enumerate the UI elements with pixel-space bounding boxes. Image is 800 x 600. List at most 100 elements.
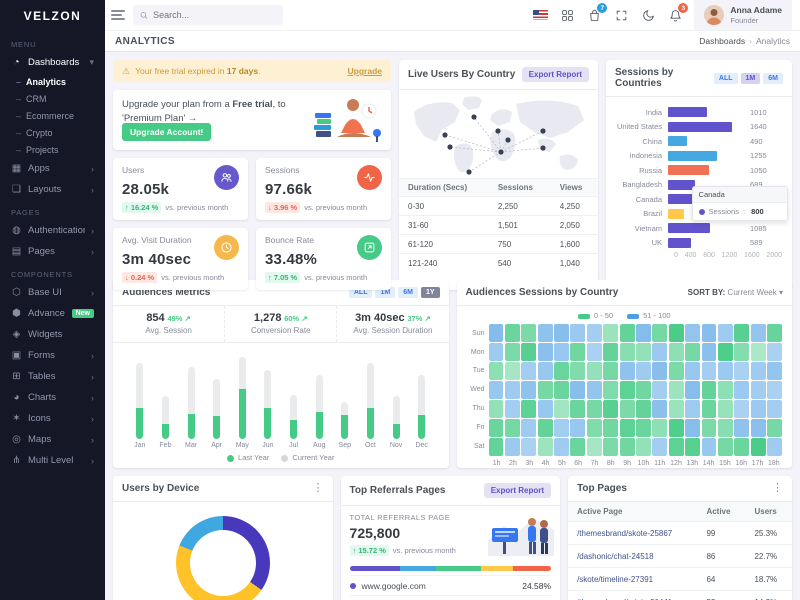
- heatmap-cell[interactable]: [619, 343, 635, 361]
- column-jul[interactable]: [281, 353, 307, 439]
- heatmap-cell[interactable]: [554, 400, 569, 418]
- heatmap-cell[interactable]: [488, 343, 504, 361]
- heatmap-cell[interactable]: [603, 400, 619, 418]
- sidebar-item-widgets[interactable]: ◈ Widgets: [0, 324, 105, 345]
- heatmap-cell[interactable]: [537, 438, 553, 456]
- sidebar-subitem-crm[interactable]: – CRM: [16, 93, 47, 104]
- heatmap-cell[interactable]: [554, 343, 569, 361]
- heatmap-cell[interactable]: [701, 343, 717, 361]
- heatmap-cell[interactable]: [767, 381, 782, 399]
- heatmap-cell[interactable]: [701, 324, 717, 342]
- heatmap-cell[interactable]: [750, 381, 766, 399]
- heatmap-cell[interactable]: [586, 381, 602, 399]
- heatmap-cell[interactable]: [521, 419, 537, 437]
- kebab-menu-icon[interactable]: ⋮: [772, 482, 783, 494]
- heatmap-cell[interactable]: [586, 362, 602, 380]
- heatmap-cell[interactable]: [504, 381, 520, 399]
- sidebar-subitem-analytics[interactable]: – Analytics: [16, 76, 67, 87]
- heatmap-cell[interactable]: [636, 324, 651, 342]
- sort-by-dropdown[interactable]: SORT BY: Current Week ▾: [687, 288, 783, 297]
- heatmap-cell[interactable]: [586, 324, 602, 342]
- heatmap-cell[interactable]: [685, 362, 701, 380]
- heatmap-cell[interactable]: [668, 438, 684, 456]
- heatmap-cell[interactable]: [504, 324, 520, 342]
- heatmap-cell[interactable]: [504, 419, 520, 437]
- heatmap-cell[interactable]: [717, 362, 733, 380]
- heatmap-cell[interactable]: [701, 400, 717, 418]
- upgrade-account-button[interactable]: Upgrade Account!: [122, 123, 212, 141]
- heatmap-cell[interactable]: [734, 362, 750, 380]
- page-link[interactable]: /themesbrand/skote-25867: [568, 521, 698, 545]
- heatmap-cell[interactable]: [701, 438, 717, 456]
- column-jun[interactable]: [255, 353, 281, 439]
- range-button-1m[interactable]: 1M: [375, 287, 396, 298]
- referral-row[interactable]: www.google.com 24.58%: [349, 575, 552, 595]
- heatmap-cell[interactable]: [717, 324, 733, 342]
- sidebar-item-authentication[interactable]: ◍ Authentication ›: [0, 220, 105, 241]
- column-dec[interactable]: [409, 353, 435, 439]
- heatmap-cell[interactable]: [701, 381, 717, 399]
- heatmap-cell[interactable]: [717, 343, 733, 361]
- sidebar-item-forms[interactable]: ▣ Forms ›: [0, 345, 105, 366]
- heatmap-cell[interactable]: [636, 381, 651, 399]
- heatmap-cell[interactable]: [504, 362, 520, 380]
- referral-row[interactable]: www.youtube.com17.51%: [349, 595, 552, 600]
- heatmap-cell[interactable]: [652, 400, 668, 418]
- heatmap-cell[interactable]: [570, 438, 586, 456]
- column-mar[interactable]: [178, 353, 204, 439]
- heatmap-cell[interactable]: [717, 419, 733, 437]
- heatmap-cell[interactable]: [701, 362, 717, 380]
- bar[interactable]: [668, 208, 685, 219]
- heatmap-cell[interactable]: [668, 381, 684, 399]
- sidebar-item-apps[interactable]: ▦ Apps ›: [0, 158, 105, 179]
- sidebar-subitem-crypto[interactable]: – Crypto: [16, 127, 53, 138]
- heatmap-cell[interactable]: [717, 438, 733, 456]
- heatmap-cell[interactable]: [586, 419, 602, 437]
- range-button-1y[interactable]: 1Y: [420, 287, 440, 298]
- heatmap-cell[interactable]: [636, 362, 651, 380]
- bar[interactable]: [668, 165, 709, 176]
- heatmap-cell[interactable]: [603, 438, 619, 456]
- sidebar-item-charts[interactable]: ◕ Charts ›: [0, 387, 105, 408]
- column-feb[interactable]: [153, 353, 179, 439]
- heatmap-cell[interactable]: [619, 381, 635, 399]
- heatmap-cell[interactable]: [521, 324, 537, 342]
- bar[interactable]: [668, 136, 688, 147]
- page-link[interactable]: /themesbrand/minia-26441: [568, 590, 698, 600]
- heatmap-cell[interactable]: [619, 419, 635, 437]
- heatmap-cell[interactable]: [488, 438, 504, 456]
- heatmap-cell[interactable]: [554, 381, 569, 399]
- heatmap-cell[interactable]: [521, 362, 537, 380]
- heatmap-cell[interactable]: [488, 381, 504, 399]
- heatmap-cell[interactable]: [636, 343, 651, 361]
- column-jan[interactable]: [127, 353, 153, 439]
- heatmap-cell[interactable]: [717, 381, 733, 399]
- heatmap-cell[interactable]: [570, 343, 586, 361]
- page-link[interactable]: /skote/timeline-27391: [568, 567, 698, 591]
- heatmap-cell[interactable]: [537, 419, 553, 437]
- heatmap-cell[interactable]: [488, 400, 504, 418]
- heatmap-cell[interactable]: [734, 343, 750, 361]
- heatmap-cell[interactable]: [603, 324, 619, 342]
- heatmap-cell[interactable]: [636, 400, 651, 418]
- heatmap-cell[interactable]: [750, 419, 766, 437]
- sidebar-item-icons[interactable]: ✶ Icons ›: [0, 408, 105, 429]
- brand-logo[interactable]: VELZON: [23, 9, 82, 23]
- heatmap-cell[interactable]: [504, 400, 520, 418]
- heatmap-cell[interactable]: [537, 343, 553, 361]
- range-button-6m[interactable]: 6M: [763, 72, 783, 84]
- heatmap-cell[interactable]: [734, 400, 750, 418]
- heatmap-cell[interactable]: [521, 343, 537, 361]
- heatmap-cell[interactable]: [652, 438, 668, 456]
- range-button-1m[interactable]: 1M: [740, 72, 761, 84]
- heatmap-cell[interactable]: [570, 324, 586, 342]
- bar[interactable]: [668, 121, 732, 132]
- heatmap-cell[interactable]: [767, 343, 782, 361]
- sidebar-item-advance-ui[interactable]: ⬢ Advance UI New: [0, 303, 105, 324]
- heatmap-cell[interactable]: [603, 343, 619, 361]
- heatmap-cell[interactable]: [570, 400, 586, 418]
- bar[interactable]: [668, 237, 691, 248]
- heatmap-cell[interactable]: [701, 419, 717, 437]
- heatmap-cell[interactable]: [619, 362, 635, 380]
- heatmap-cell[interactable]: [636, 438, 651, 456]
